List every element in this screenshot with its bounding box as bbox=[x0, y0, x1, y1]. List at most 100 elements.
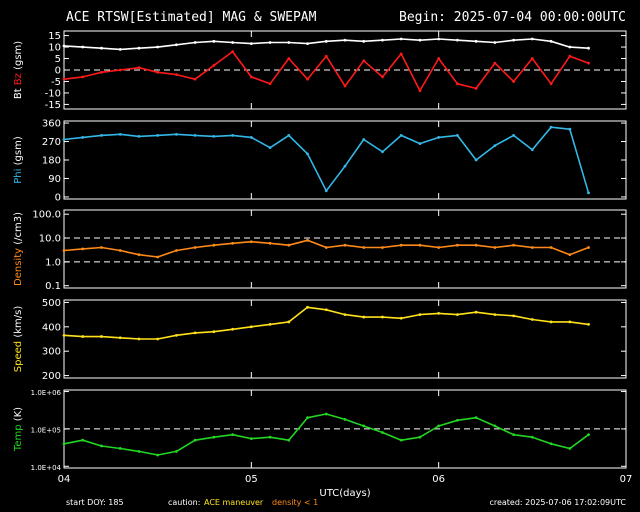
data-point-phi bbox=[399, 133, 403, 137]
y-axis-label: Speed (km/s) bbox=[13, 306, 24, 373]
data-point-bz bbox=[137, 66, 141, 70]
data-point-bz bbox=[493, 61, 497, 65]
y-axis-label-part: Bt bbox=[13, 88, 24, 99]
data-point-speed bbox=[306, 305, 309, 309]
x-tick-label: 04 bbox=[58, 474, 71, 485]
y-axis-label: Temp (K) bbox=[13, 407, 24, 452]
data-point-bt bbox=[287, 41, 291, 44]
data-point-bz bbox=[100, 70, 103, 74]
data-point-temp bbox=[568, 447, 572, 450]
data-point-bz bbox=[381, 75, 384, 79]
data-point-bz bbox=[287, 57, 291, 60]
y-tick-label: 0 bbox=[55, 66, 61, 77]
data-point-temp bbox=[231, 433, 235, 437]
data-point-speed bbox=[512, 314, 515, 318]
data-point-bz bbox=[399, 52, 403, 56]
data-point-density bbox=[474, 243, 478, 247]
data-point-speed bbox=[362, 315, 366, 319]
data-point-bz bbox=[193, 77, 197, 81]
data-point-density bbox=[231, 241, 235, 245]
data-point-speed bbox=[137, 337, 141, 341]
data-point-temp bbox=[587, 433, 590, 437]
data-point-bt bbox=[399, 37, 403, 41]
created-time: created: 2025-07-06 17:02:09UTC bbox=[489, 498, 626, 507]
series-line-temp bbox=[63, 413, 589, 456]
y-axis-label: Bt Bz (gsm) bbox=[13, 41, 24, 99]
data-point-speed bbox=[437, 312, 441, 315]
data-point-bz bbox=[118, 68, 122, 72]
data-point-temp bbox=[249, 437, 253, 441]
data-point-density bbox=[437, 246, 441, 249]
data-point-phi bbox=[549, 125, 553, 129]
data-point-bz bbox=[324, 54, 328, 58]
data-point-bz bbox=[530, 57, 534, 60]
data-point-speed bbox=[249, 325, 253, 329]
data-point-bz bbox=[418, 89, 422, 93]
data-point-bt bbox=[306, 42, 309, 46]
data-point-speed bbox=[62, 333, 66, 337]
data-point-density bbox=[587, 246, 590, 249]
data-point-bt bbox=[212, 39, 216, 43]
begin-time: Begin: 2025-07-04 00:00:00UTC bbox=[399, 10, 626, 25]
data-point-bt bbox=[549, 39, 553, 43]
y-axis-label-part: Speed bbox=[13, 341, 24, 372]
data-point-bt bbox=[118, 47, 122, 51]
data-point-density bbox=[249, 240, 253, 244]
data-point-phi bbox=[530, 148, 534, 152]
data-point-density bbox=[381, 246, 384, 249]
y-axis-label-part: (K) bbox=[13, 407, 24, 425]
data-point-bt bbox=[587, 46, 590, 50]
y-tick-label: 500 bbox=[42, 298, 61, 309]
data-point-phi bbox=[100, 133, 103, 137]
data-point-temp bbox=[474, 416, 478, 420]
y-tick-label: 90 bbox=[48, 174, 61, 185]
data-point-density bbox=[118, 249, 122, 252]
data-point-bt bbox=[137, 46, 141, 50]
series-line-phi bbox=[63, 126, 590, 194]
data-point-density bbox=[268, 241, 272, 245]
data-point-density bbox=[456, 243, 459, 247]
y-tick-label: 10 bbox=[48, 43, 61, 54]
data-point-bz bbox=[231, 50, 235, 54]
data-point-speed bbox=[81, 335, 85, 338]
data-point-density bbox=[287, 243, 291, 247]
data-point-density bbox=[343, 243, 347, 247]
data-point-speed bbox=[549, 320, 553, 324]
data-point-density bbox=[306, 238, 309, 242]
data-point-density bbox=[137, 253, 141, 257]
data-point-bt bbox=[512, 38, 515, 42]
data-point-density bbox=[212, 243, 216, 247]
data-point-temp bbox=[437, 424, 441, 428]
data-point-phi bbox=[456, 133, 459, 137]
data-point-speed bbox=[118, 336, 122, 340]
y-axis-label-part: (gsm) bbox=[13, 136, 24, 168]
data-point-temp bbox=[512, 433, 515, 437]
data-point-bt bbox=[343, 38, 347, 42]
data-point-density bbox=[362, 246, 366, 249]
data-point-phi bbox=[474, 158, 478, 162]
data-point-density bbox=[549, 246, 553, 249]
data-point-phi bbox=[306, 152, 309, 156]
data-point-bz bbox=[549, 82, 553, 86]
data-point-phi bbox=[62, 138, 66, 141]
y-tick-label: -5 bbox=[51, 77, 61, 88]
data-point-bt bbox=[362, 39, 366, 43]
data-point-temp bbox=[456, 418, 459, 422]
data-point-density bbox=[100, 246, 103, 249]
y-tick-label: -15 bbox=[45, 100, 61, 111]
data-point-density bbox=[418, 243, 422, 247]
data-point-speed bbox=[193, 331, 197, 335]
data-point-phi bbox=[193, 133, 197, 137]
data-point-phi bbox=[512, 133, 515, 137]
data-point-density bbox=[493, 246, 497, 249]
data-point-phi bbox=[493, 144, 497, 148]
data-point-temp bbox=[493, 424, 497, 428]
y-axis-label-part: Bz bbox=[13, 73, 24, 88]
data-point-temp bbox=[62, 442, 66, 446]
data-point-bt bbox=[268, 41, 272, 44]
y-axis-label-part: (km/s) bbox=[13, 306, 24, 341]
data-point-speed bbox=[474, 310, 478, 314]
data-point-speed bbox=[399, 316, 403, 320]
data-point-temp bbox=[156, 453, 160, 457]
